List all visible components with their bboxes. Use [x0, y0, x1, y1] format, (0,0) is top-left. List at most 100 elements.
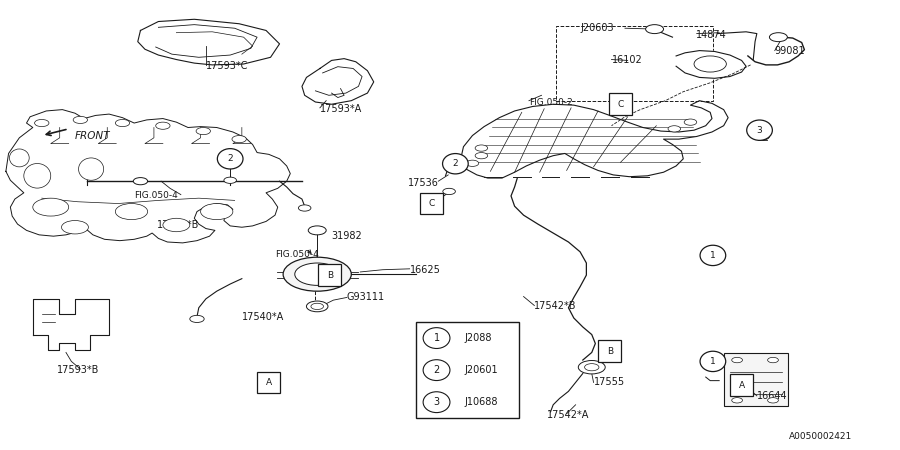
FancyBboxPatch shape: [598, 340, 621, 362]
Bar: [556, 26, 713, 101]
Text: 31982: 31982: [331, 231, 363, 241]
Circle shape: [163, 218, 190, 232]
Text: 99081: 99081: [775, 46, 806, 57]
FancyBboxPatch shape: [419, 193, 443, 215]
Circle shape: [684, 119, 697, 125]
Ellipse shape: [423, 392, 450, 413]
Text: FIG.050-4: FIG.050-4: [134, 191, 178, 200]
Text: 14874: 14874: [696, 30, 726, 40]
Ellipse shape: [443, 153, 468, 174]
Text: B: B: [607, 346, 613, 356]
Text: 1: 1: [710, 357, 716, 366]
Text: C: C: [617, 100, 624, 109]
Ellipse shape: [423, 328, 450, 348]
Circle shape: [770, 33, 788, 42]
Text: 17536: 17536: [408, 177, 438, 188]
Circle shape: [443, 189, 455, 194]
Text: 16644: 16644: [757, 391, 788, 401]
Text: 17542*B: 17542*B: [535, 302, 577, 311]
Polygon shape: [138, 19, 280, 65]
Text: J20603: J20603: [580, 23, 614, 33]
Polygon shape: [461, 101, 728, 178]
Text: A0050002421: A0050002421: [789, 432, 852, 441]
Circle shape: [732, 398, 742, 403]
Ellipse shape: [423, 360, 450, 381]
FancyBboxPatch shape: [730, 374, 753, 396]
Bar: [724, 353, 788, 406]
Circle shape: [201, 203, 233, 220]
FancyBboxPatch shape: [257, 372, 280, 393]
Text: 17593*B: 17593*B: [57, 365, 99, 375]
Text: G93111: G93111: [346, 292, 385, 302]
Polygon shape: [676, 50, 746, 78]
Text: J10688: J10688: [464, 397, 498, 407]
Text: C: C: [428, 199, 435, 208]
Circle shape: [73, 116, 87, 123]
Circle shape: [768, 398, 778, 403]
Circle shape: [34, 119, 49, 126]
Ellipse shape: [23, 163, 50, 188]
Text: FIG.050-2: FIG.050-2: [529, 98, 572, 107]
Ellipse shape: [218, 148, 243, 169]
FancyBboxPatch shape: [609, 93, 632, 115]
Text: FIG.050-4: FIG.050-4: [275, 250, 319, 259]
Ellipse shape: [10, 149, 29, 167]
Ellipse shape: [700, 351, 725, 372]
Text: 17542*A: 17542*A: [547, 410, 590, 420]
Circle shape: [224, 177, 237, 184]
Text: FRONT: FRONT: [75, 131, 111, 141]
Text: 2: 2: [453, 159, 458, 168]
Ellipse shape: [747, 120, 772, 140]
Circle shape: [32, 198, 68, 216]
Circle shape: [284, 257, 351, 291]
Circle shape: [196, 127, 211, 135]
Circle shape: [232, 135, 247, 143]
Text: B: B: [327, 270, 333, 279]
Text: J20601: J20601: [464, 365, 498, 375]
Circle shape: [190, 315, 204, 323]
Text: A: A: [739, 381, 744, 390]
Text: 1: 1: [434, 333, 439, 343]
Text: 2: 2: [434, 365, 440, 375]
FancyBboxPatch shape: [319, 264, 341, 286]
Text: J2088: J2088: [464, 333, 492, 343]
Circle shape: [755, 133, 770, 140]
Text: 1: 1: [710, 251, 716, 260]
Text: 2: 2: [228, 154, 233, 163]
Text: 17555: 17555: [594, 378, 625, 387]
Ellipse shape: [78, 158, 104, 180]
Circle shape: [768, 357, 778, 363]
Circle shape: [466, 160, 479, 166]
Text: 17593*C: 17593*C: [206, 61, 248, 71]
Circle shape: [579, 360, 605, 374]
Circle shape: [447, 160, 462, 167]
Bar: [416, 322, 519, 418]
Circle shape: [668, 126, 680, 132]
Text: A: A: [266, 378, 272, 387]
Circle shape: [306, 301, 328, 312]
Text: 17540*A: 17540*A: [242, 312, 284, 322]
Text: 16102: 16102: [611, 55, 643, 65]
Circle shape: [115, 119, 130, 126]
Circle shape: [133, 178, 148, 185]
Circle shape: [295, 263, 339, 285]
Text: 17540*B: 17540*B: [157, 220, 199, 230]
Circle shape: [475, 153, 488, 159]
Circle shape: [115, 203, 148, 220]
Circle shape: [61, 220, 88, 234]
Circle shape: [156, 122, 170, 129]
Circle shape: [310, 303, 323, 310]
Text: 16625: 16625: [410, 265, 440, 274]
Circle shape: [299, 205, 310, 211]
Text: 17593*A: 17593*A: [320, 104, 362, 114]
Text: 3: 3: [757, 126, 762, 135]
Circle shape: [645, 25, 663, 34]
Polygon shape: [32, 299, 109, 350]
Ellipse shape: [700, 245, 725, 266]
Circle shape: [308, 226, 326, 235]
Polygon shape: [302, 58, 374, 104]
Text: 3: 3: [434, 397, 439, 407]
Polygon shape: [6, 110, 291, 243]
Circle shape: [475, 145, 488, 151]
Circle shape: [585, 364, 598, 371]
